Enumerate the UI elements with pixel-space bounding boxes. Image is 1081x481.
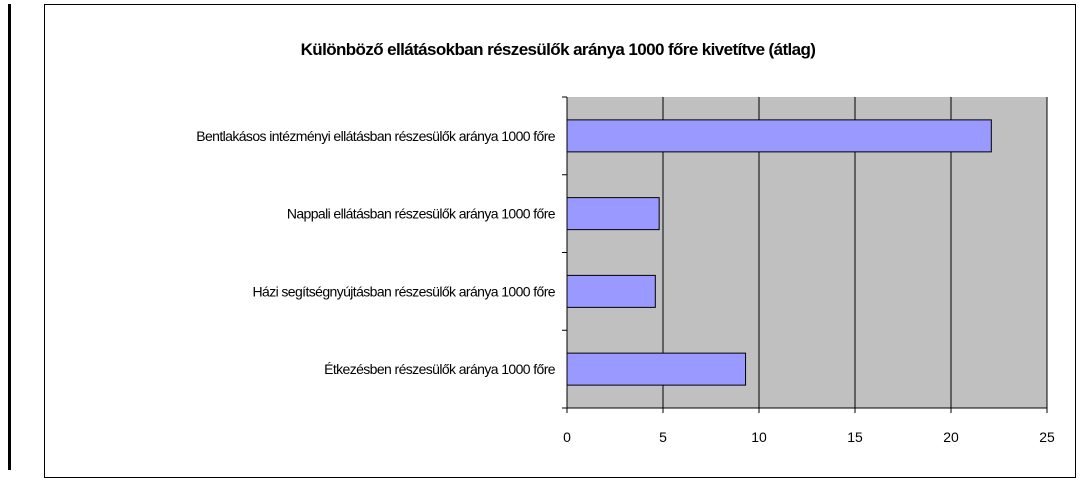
x-tick-label-1: 5 xyxy=(659,429,667,445)
category-label-2: Házi segítségnyújtásban részesülők arány… xyxy=(253,283,556,299)
category-label-1: Nappali ellátásban részesülők aránya 100… xyxy=(287,206,556,222)
bar-3 xyxy=(566,352,747,386)
axes xyxy=(562,96,1048,413)
x-tick-label-3: 15 xyxy=(847,429,863,445)
x-tick-label-5: 25 xyxy=(1039,429,1055,445)
x-tick-label-4: 20 xyxy=(943,429,959,445)
bars xyxy=(566,119,992,386)
chart-title: Különböző ellátásokban részesülők aránya… xyxy=(301,40,816,59)
category-label-0: Bentlakásos intézményi ellátásban részes… xyxy=(196,128,556,144)
tick-labels: 0 5 10 15 20 25 xyxy=(563,429,1055,445)
bar-1 xyxy=(566,197,660,231)
x-tick-label-2: 10 xyxy=(751,429,767,445)
x-tick-label-0: 0 xyxy=(563,429,571,445)
frame-left-bar xyxy=(8,4,11,470)
category-label-3: Étkezésben részesülők aránya 1000 főre xyxy=(324,361,556,377)
bar-2 xyxy=(566,274,656,308)
category-labels: Bentlakásos intézményi ellátásban részes… xyxy=(196,128,556,377)
bar-0 xyxy=(566,119,992,153)
